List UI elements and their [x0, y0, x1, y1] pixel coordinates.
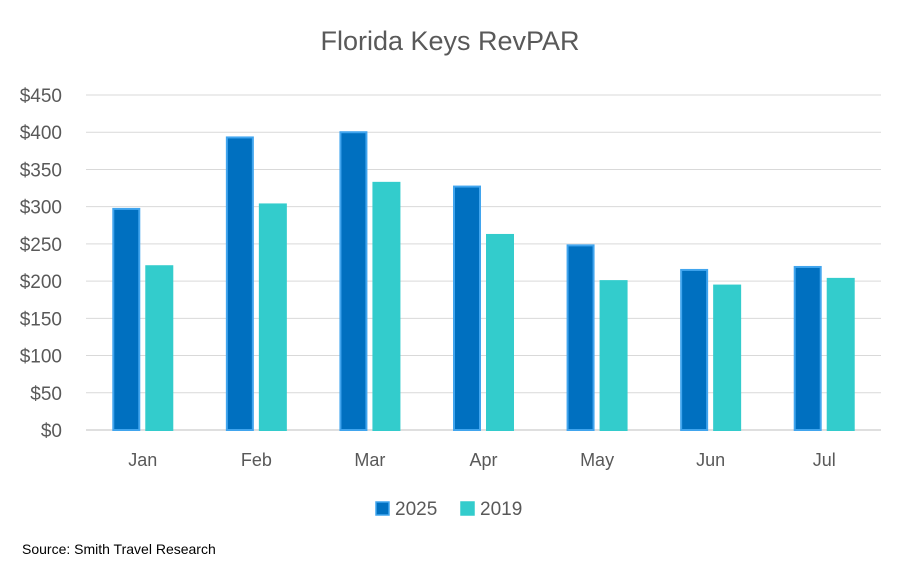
y-tick-label: $100 [20, 347, 62, 368]
x-category-label: Apr [469, 450, 497, 470]
legend-swatch-2019 [460, 501, 475, 516]
bar-2019-mar [372, 181, 401, 431]
bar-2025-apr [453, 185, 481, 431]
gridlines [86, 94, 881, 431]
y-tick-label: $200 [20, 272, 62, 293]
y-axis-ticks: $0 $50 $100 $150 $200 $250 $300 $350 $400 $450 [20, 86, 62, 442]
source-note: Source: Smith Travel Research [22, 541, 216, 557]
bar-2025-mar [339, 131, 368, 431]
bar-2019-jul [826, 277, 855, 431]
bar-2025-jul [793, 265, 822, 432]
x-category-label: Mar [354, 450, 385, 470]
bars [112, 131, 855, 432]
y-tick-label: $300 [20, 198, 62, 219]
x-category-label: Jan [128, 450, 157, 470]
bar-2019-jun [713, 284, 742, 432]
bar-2025-jun [680, 268, 709, 432]
y-tick-label: $400 [20, 123, 62, 144]
bar-2025-may [566, 244, 595, 431]
bar-2019-apr [486, 233, 514, 431]
bar-2019-feb [258, 203, 287, 431]
x-category-label: May [580, 450, 614, 470]
bar-2025-jan [112, 207, 141, 431]
y-tick-label: $150 [20, 309, 62, 330]
chart-title: Florida Keys RevPAR [320, 26, 579, 56]
x-category-label: Jul [813, 450, 836, 470]
y-tick-label: $250 [20, 235, 62, 256]
y-tick-label: $450 [20, 86, 62, 107]
legend-label: 2025 [395, 499, 437, 520]
legend-swatch-2025 [375, 501, 390, 516]
y-tick-label: $0 [41, 421, 62, 442]
bar-2025-feb [225, 136, 254, 432]
x-axis-categories: Jan Feb Mar Apr May Jun Jul [128, 450, 835, 470]
legend: 2025 2019 [375, 499, 522, 520]
x-category-label: Feb [241, 450, 272, 470]
y-tick-label: $350 [20, 160, 62, 181]
legend-label: 2019 [480, 499, 522, 520]
bar-2019-jan [145, 265, 174, 431]
bar-2019-may [599, 280, 628, 431]
y-tick-label: $50 [30, 384, 62, 405]
x-category-label: Jun [696, 450, 725, 470]
